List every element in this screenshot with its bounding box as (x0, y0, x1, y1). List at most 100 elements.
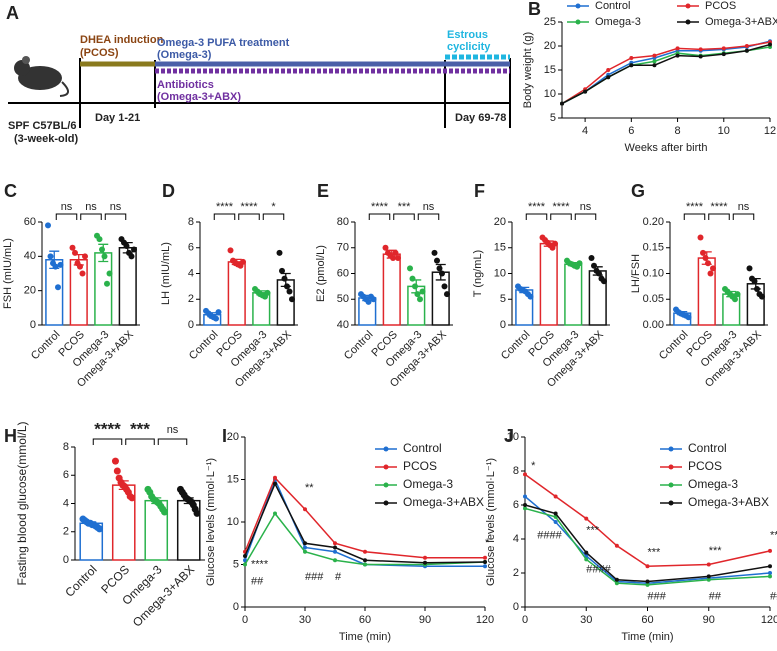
x-tick-label: 120 (761, 614, 777, 626)
x-tick-label: 8 (674, 125, 680, 137)
timeline-text: Omega-3 PUFA treatment (157, 37, 290, 49)
data-point (768, 548, 772, 553)
timeline-text: Day 69-78 (455, 112, 506, 124)
x-tick-label: Control (187, 329, 221, 363)
significance-bracket (262, 213, 285, 220)
series-line (524, 504, 771, 583)
x-tick-label: Control (499, 329, 533, 363)
y-axis-label: Body weight (g) (522, 32, 534, 108)
data-point (527, 293, 534, 300)
legend-label: Control (403, 441, 442, 455)
y-axis-label: T (ng/mL) (472, 250, 484, 297)
significance-label: ns (167, 424, 179, 436)
significance-label: * (271, 201, 276, 213)
x-axis-label: Time (min) (339, 631, 391, 643)
series-line (524, 495, 771, 584)
data-point (303, 541, 307, 546)
data-point (276, 249, 283, 256)
data-point (409, 275, 416, 282)
data-point (96, 525, 104, 533)
y-tick-label: 10 (507, 431, 519, 443)
y-tick-label: 0.10 (643, 267, 664, 279)
data-point (584, 516, 589, 521)
annotation: #### (537, 530, 562, 542)
data-point (734, 291, 741, 298)
significance-label: ns (738, 201, 750, 213)
legend-label: Omega-3+ABX (688, 495, 769, 509)
bar (539, 242, 558, 326)
data-point (392, 249, 399, 256)
annotation: *** (586, 524, 600, 536)
data-point (746, 265, 753, 272)
data-point (394, 255, 401, 262)
data-point (436, 265, 443, 272)
data-point (303, 507, 307, 512)
data-point (365, 298, 372, 305)
y-tick-label: 0 (513, 601, 519, 613)
y-tick-label: 70 (337, 242, 349, 254)
data-point (614, 577, 619, 582)
data-point (227, 247, 234, 254)
x-tick-label: 60 (359, 614, 371, 626)
x-tick-label: Control (342, 329, 376, 363)
y-tick-label: 20 (544, 40, 556, 52)
data-point (279, 267, 286, 274)
x-tick-label: 0 (242, 614, 248, 626)
data-point (758, 293, 765, 300)
significance-label: **** (94, 419, 121, 438)
significance-bracket (574, 213, 597, 220)
panel-label: I (222, 426, 227, 446)
data-point (753, 285, 760, 292)
data-point (79, 270, 86, 277)
timeline-text: (Omega-3) (157, 49, 212, 61)
data-point (584, 557, 589, 562)
y-tick-label: 4 (188, 267, 194, 279)
data-point (614, 543, 619, 548)
x-tick-label: 120 (476, 614, 494, 626)
y-tick-label: 0.15 (643, 242, 664, 254)
data-point (438, 270, 445, 277)
series-line (561, 46, 771, 105)
y-axis-label: LH/FSH (630, 254, 642, 293)
y-tick-label: 15 (227, 473, 239, 485)
timeline-text: SPF C57BL/6 (8, 120, 76, 132)
significance-bracket (125, 438, 155, 445)
annotation: ### (305, 571, 324, 583)
data-point (706, 562, 711, 567)
y-tick-label: 60 (24, 216, 36, 228)
annotation: * (531, 460, 536, 472)
data-point (363, 558, 367, 563)
data-point (768, 574, 772, 579)
significance-bracket (732, 213, 755, 220)
significance-bracket (683, 213, 706, 220)
x-tick-label: 4 (582, 125, 588, 137)
legend-swatch (383, 464, 389, 470)
data-point (303, 545, 307, 550)
x-axis-label: Time (min) (621, 631, 673, 643)
data-point (57, 261, 64, 268)
data-point (288, 296, 295, 303)
annotation: *** (770, 530, 777, 542)
data-point (215, 309, 222, 316)
significance-label: **** (371, 201, 389, 213)
data-point (286, 288, 293, 295)
y-tick-label: 0.20 (643, 216, 664, 228)
data-point (675, 46, 680, 51)
timeline-text: cyclicity (447, 41, 491, 53)
data-point (113, 467, 121, 475)
mouse-icon (22, 56, 30, 64)
data-point (370, 296, 377, 303)
legend-label: Omega-3+ABX (705, 16, 777, 28)
legend-label: PCOS (403, 459, 437, 473)
panel-label: E (317, 181, 329, 201)
data-point (645, 579, 650, 584)
significance-bracket (55, 213, 78, 220)
legend-swatch (685, 3, 691, 9)
series-line (561, 41, 771, 105)
data-point (606, 68, 611, 72)
series-line (244, 512, 486, 566)
significance-bracket (157, 438, 188, 445)
timeline-text: (PCOS) (80, 47, 119, 59)
x-tick-label: 60 (641, 614, 653, 626)
data-point (443, 291, 450, 298)
